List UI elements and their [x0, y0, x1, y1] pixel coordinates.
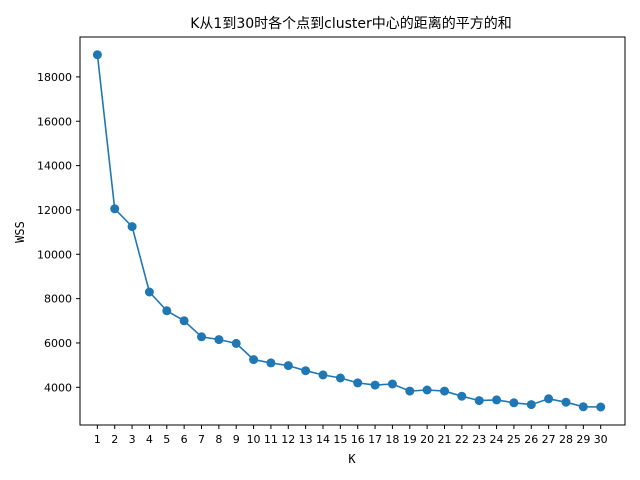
data-point	[422, 385, 432, 395]
x-tick-label: 10	[247, 433, 261, 446]
data-point	[474, 396, 484, 406]
y-tick-label: 4000	[44, 381, 72, 394]
x-tick-label: 1	[94, 433, 101, 446]
x-tick-label: 2	[111, 433, 118, 446]
axes-frame	[79, 36, 626, 426]
data-point	[335, 373, 345, 383]
x-tick-label: 11	[264, 433, 278, 446]
x-tick-label: 22	[455, 433, 469, 446]
data-point	[231, 338, 241, 348]
x-axis-label: K	[348, 452, 356, 466]
x-tick-label: 6	[181, 433, 188, 446]
x-tick-label: 4	[146, 433, 153, 446]
data-point	[457, 391, 467, 401]
data-point	[405, 386, 415, 396]
y-axis-ticks: 4000 6000 8000 10000 12000 14000 16000 18000	[37, 71, 80, 394]
data-point	[596, 402, 606, 412]
x-tick-label: 12	[281, 433, 295, 446]
x-tick-label: 23	[472, 433, 486, 446]
data-point	[179, 316, 189, 326]
data-point	[544, 394, 554, 404]
x-tick-label: 9	[233, 433, 240, 446]
x-tick-label: 28	[559, 433, 573, 446]
data-point	[526, 400, 536, 410]
x-tick-label: 7	[198, 433, 205, 446]
x-tick-label: 29	[576, 433, 590, 446]
y-tick-label: 6000	[44, 337, 72, 350]
y-tick-label: 14000	[37, 160, 72, 173]
data-point	[561, 397, 571, 407]
data-point	[144, 287, 154, 297]
data-point	[283, 361, 293, 371]
x-tick-label: 21	[437, 433, 451, 446]
data-point	[249, 355, 259, 365]
data-point	[440, 386, 449, 396]
data-point	[110, 204, 120, 214]
data-point	[509, 398, 519, 408]
x-tick-label: 30	[594, 433, 608, 446]
data-point	[92, 50, 102, 60]
x-tick-label: 8	[215, 433, 222, 446]
x-tick-label: 15	[333, 433, 347, 446]
data-point	[387, 379, 397, 389]
y-axis-label: WSS	[13, 221, 27, 243]
y-tick-label: 16000	[37, 115, 72, 128]
series-markers	[92, 50, 606, 412]
chart-title: K从1到30时各个点到cluster中心的距离的平方的和	[190, 15, 512, 32]
series-line	[96, 54, 601, 408]
data-point	[370, 380, 380, 390]
x-tick-label: 17	[368, 433, 382, 446]
data-point	[266, 358, 276, 368]
y-tick-label: 8000	[44, 293, 72, 306]
x-tick-label: 3	[129, 433, 136, 446]
data-point	[318, 370, 328, 380]
data-point	[197, 332, 206, 342]
data-point	[214, 335, 224, 345]
y-tick-label: 18000	[37, 71, 72, 84]
x-tick-label: 14	[316, 433, 330, 446]
x-tick-label: 16	[351, 433, 365, 446]
x-tick-label: 25	[507, 433, 521, 446]
y-tick-label: 10000	[37, 248, 72, 261]
data-point	[301, 366, 311, 376]
x-tick-label: 5	[163, 433, 170, 446]
data-point	[492, 395, 502, 405]
data-point	[162, 306, 172, 316]
data-point	[578, 402, 588, 412]
x-tick-label: 13	[299, 433, 313, 446]
data-point	[127, 222, 137, 232]
x-axis-ticks: 1 2 3 4 5 6 7 8 9 10 11 12 13 14 15 16 17 18 19 20 21 22 23 24 2…	[94, 425, 608, 446]
x-tick-label: 18	[385, 433, 399, 446]
y-tick-label: 12000	[37, 204, 72, 217]
data-point	[353, 378, 363, 388]
x-tick-label: 20	[420, 433, 434, 446]
x-tick-label: 27	[542, 433, 556, 446]
x-tick-label: 26	[524, 433, 538, 446]
x-tick-label: 19	[403, 433, 417, 446]
x-tick-label: 24	[490, 433, 504, 446]
